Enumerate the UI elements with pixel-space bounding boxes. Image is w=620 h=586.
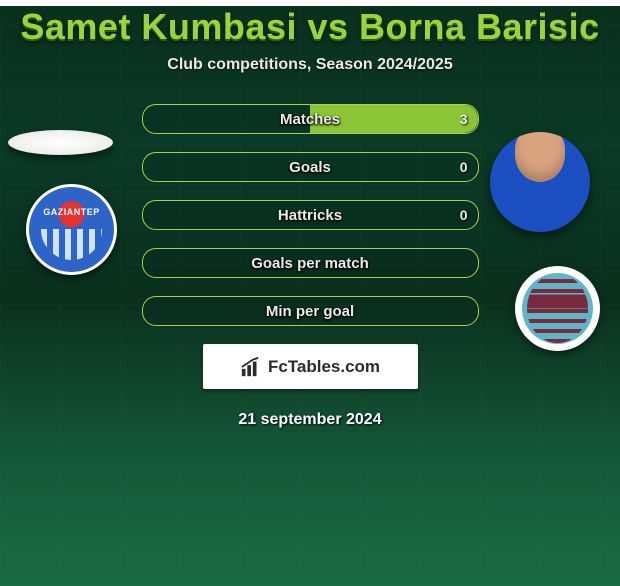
comparison-row: Matches3 (142, 104, 479, 134)
subtitle: Club competitions, Season 2024/2025 (0, 56, 620, 74)
page-title: Samet Kumbasi vs Borna Barisic (0, 6, 620, 48)
brand-text: FcTables.com (268, 357, 380, 377)
row-label: Goals per match (143, 255, 478, 272)
row-value-right: 0 (460, 207, 468, 223)
fill-right (310, 105, 478, 133)
row-value-right: 0 (460, 159, 468, 175)
row-label: Hattricks (143, 207, 478, 224)
comparison-row: Min per goal (142, 296, 479, 326)
comparison-row: Goals per match (142, 248, 479, 278)
brand-badge: FcTables.com (203, 344, 418, 389)
date-text: 21 september 2024 (0, 411, 620, 429)
comparison-row: Hattricks0 (142, 200, 479, 230)
comparison-rows: Matches3Goals0Hattricks0Goals per matchM… (0, 104, 620, 326)
brand-bars-icon (240, 356, 262, 378)
comparison-row: Goals0 (142, 152, 479, 182)
row-label: Goals (143, 159, 478, 176)
row-label: Min per goal (143, 303, 478, 320)
